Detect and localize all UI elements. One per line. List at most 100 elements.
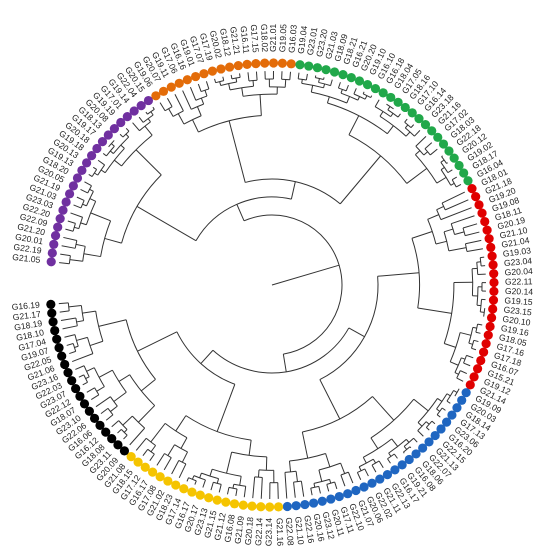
branch-line: [96, 397, 110, 407]
branch-line: [467, 249, 483, 252]
branch-line: [404, 446, 407, 449]
branch-line: [319, 470, 322, 482]
branch-line: [240, 73, 241, 77]
leaf-dot: [175, 79, 184, 88]
branch-line: [341, 463, 345, 473]
leaf-dot: [486, 243, 495, 252]
branch-line: [133, 123, 140, 131]
branch-line: [60, 311, 69, 312]
leaf-dot: [53, 222, 62, 231]
branch-line: [197, 107, 201, 116]
branch-line: [77, 337, 88, 340]
branch-line: [82, 311, 95, 313]
branch-line: [87, 388, 95, 392]
branch-line: [206, 81, 208, 89]
leaf-dot: [359, 482, 368, 491]
leaf-dot: [167, 83, 176, 92]
branch-line: [89, 174, 92, 176]
branch-line: [114, 392, 127, 401]
branch-line: [123, 416, 133, 425]
branch-line: [69, 351, 75, 353]
branch-line: [348, 472, 352, 483]
branch-line: [172, 460, 179, 474]
branch-line: [91, 395, 99, 400]
leaf-dot: [313, 63, 322, 72]
branch-line: [291, 182, 295, 200]
branch-line: [187, 478, 189, 482]
branch-line: [151, 423, 165, 442]
branch-line: [405, 125, 408, 128]
branch-line: [146, 112, 148, 114]
branch-line: [136, 438, 146, 450]
branch-line: [432, 421, 435, 424]
branch-line: [272, 265, 339, 285]
leaf-dot: [48, 248, 57, 257]
branch-line: [437, 206, 444, 209]
leaf-dot: [159, 87, 168, 96]
branch-line: [220, 82, 221, 86]
leaf-dot: [304, 61, 313, 70]
branch-line: [341, 89, 342, 93]
branch-line: [296, 471, 297, 481]
branch-line: [428, 215, 439, 220]
leaf-dot: [459, 168, 468, 177]
branch-line: [426, 422, 429, 425]
leaf-dot: [482, 339, 491, 348]
branch-line: [86, 377, 90, 379]
branch-line: [178, 114, 184, 124]
branch-line: [84, 182, 91, 186]
branch-line: [480, 312, 484, 313]
branch-line: [81, 189, 88, 193]
branch-line: [324, 77, 325, 79]
branch-line: [198, 84, 201, 92]
branch-line: [70, 260, 83, 262]
leaf-dot: [67, 376, 76, 385]
leaf-dot: [363, 80, 372, 89]
branch-line: [136, 150, 161, 175]
branch-line: [406, 132, 410, 136]
branch-line: [60, 254, 70, 255]
branch-line: [76, 244, 85, 246]
branch-line: [244, 486, 245, 497]
leaf-dot: [335, 492, 344, 501]
branch-line: [112, 421, 119, 427]
branch-line: [387, 459, 390, 463]
branch-line: [416, 136, 426, 146]
branch-line: [151, 445, 156, 451]
branch-line: [405, 119, 408, 122]
branch-line: [139, 117, 143, 122]
branch-line: [190, 87, 195, 100]
branch-line: [236, 78, 237, 82]
leaf-dot: [256, 502, 265, 511]
branch-line: [469, 343, 473, 344]
branch-line: [441, 160, 444, 162]
leaf-dot: [213, 496, 222, 505]
branch-line: [233, 484, 234, 488]
branch-line: [326, 454, 330, 467]
branch-line: [253, 477, 255, 498]
leaf-dot: [225, 62, 234, 71]
branch-line: [182, 452, 187, 462]
branch-line: [407, 168, 427, 183]
branch-line: [398, 114, 400, 117]
branch-line: [90, 199, 96, 202]
branch-line: [201, 350, 213, 363]
branch-line: [62, 246, 76, 249]
branch-line: [141, 379, 155, 391]
branch-line: [327, 97, 329, 103]
branch-line: [84, 254, 101, 257]
branch-line: [65, 229, 73, 231]
leaf-dot: [265, 502, 274, 511]
branch-line: [389, 453, 391, 456]
branch-line: [447, 401, 450, 403]
leaf-dot: [483, 225, 492, 234]
branch-line: [436, 241, 447, 244]
branch-line: [454, 390, 457, 392]
leaf-dot: [489, 287, 498, 296]
branch-line: [480, 257, 484, 258]
branch-line: [248, 72, 249, 81]
leaf-dot: [208, 67, 217, 76]
branch-line: [64, 335, 74, 338]
branch-line: [363, 457, 366, 463]
branch-line: [437, 398, 441, 401]
